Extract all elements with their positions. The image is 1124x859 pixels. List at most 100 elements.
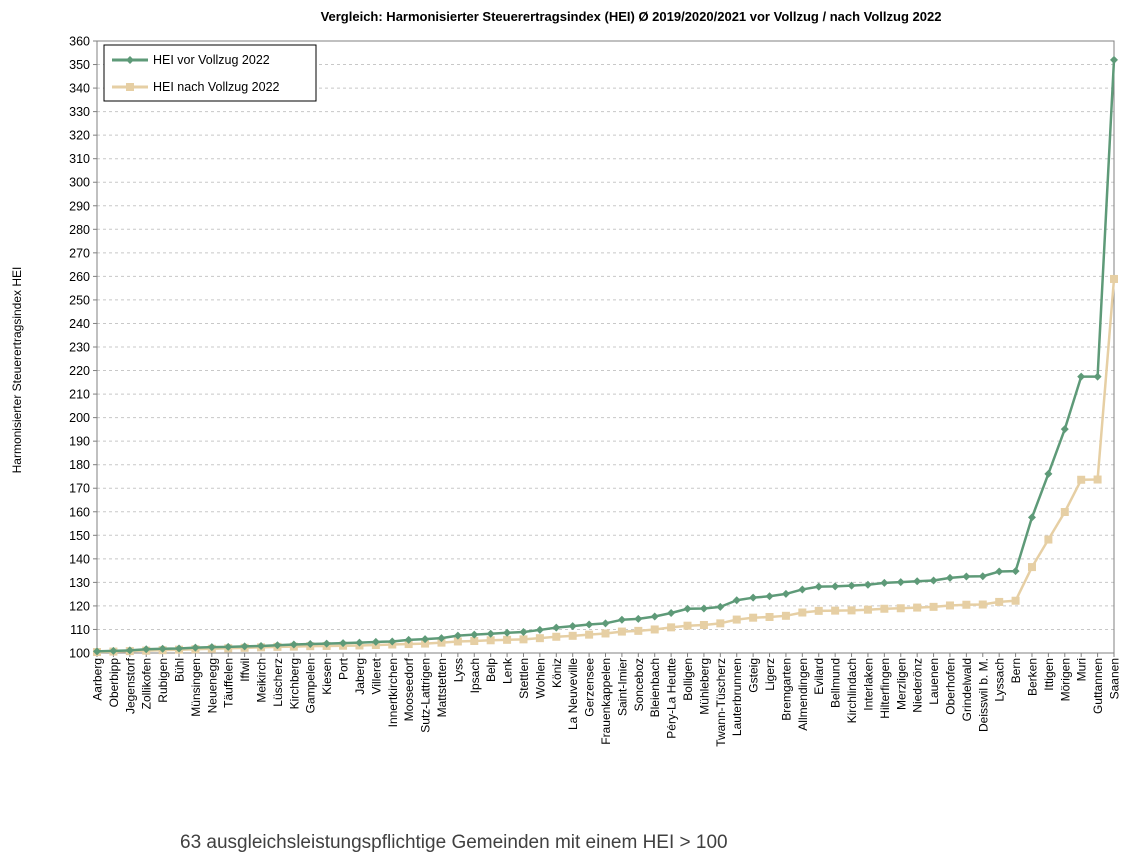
data-point [453, 637, 462, 646]
x-tick-label: Mooseedorf [402, 657, 416, 721]
data-point [503, 635, 512, 644]
x-tick-label: Saanen [1108, 658, 1122, 699]
data-point [945, 601, 954, 610]
data-point [798, 608, 807, 617]
x-tick-label: Deisswil b. M. [976, 658, 990, 732]
x-tick-label: Münsingen [189, 658, 203, 717]
data-point [1060, 508, 1069, 517]
data-point [503, 628, 512, 637]
data-point [470, 636, 479, 645]
y-tick-label: 100 [69, 647, 90, 661]
data-point [404, 635, 413, 644]
data-point [240, 642, 249, 651]
x-tick-label: Gampelen [304, 658, 318, 713]
x-tick-label: Ipsach [468, 658, 482, 693]
x-tick-label: Lauterbrunnen [730, 658, 744, 736]
data-point [847, 606, 856, 615]
data-point [453, 631, 462, 640]
data-point [1044, 535, 1053, 544]
y-tick-label: 270 [69, 246, 90, 260]
y-tick-label: 200 [69, 411, 90, 425]
data-point [749, 613, 758, 622]
data-point [601, 619, 610, 628]
data-point [667, 623, 676, 632]
x-tick-label: Twann-Tüscherz [714, 658, 728, 747]
data-point [552, 623, 561, 632]
data-point [765, 612, 774, 621]
y-tick-label: 300 [69, 176, 90, 190]
y-tick-label: 160 [69, 505, 90, 519]
chart-title: Vergleich: Harmonisierter Steuerertragsi… [320, 9, 942, 24]
data-point [552, 632, 561, 641]
data-point [1093, 372, 1102, 381]
x-tick-label: Interlaken [861, 658, 875, 711]
data-point [617, 615, 626, 624]
data-point [585, 630, 594, 639]
data-point [798, 585, 807, 594]
x-tick-label: Ligerz [763, 658, 777, 691]
legend-box [103, 44, 317, 102]
data-point [437, 634, 446, 643]
x-tick-label: Zollikofen [140, 658, 154, 709]
x-tick-label: Sonceboz [632, 658, 646, 711]
data-point [732, 615, 741, 624]
y-tick-label: 310 [69, 152, 90, 166]
data-point [699, 604, 708, 613]
data-point [995, 597, 1004, 606]
x-tick-label: Gerzensee [583, 658, 597, 717]
x-tick-label: Lauenen [927, 658, 941, 705]
y-tick-label: 220 [69, 364, 90, 378]
y-tick-label: 170 [69, 482, 90, 496]
data-point [437, 638, 446, 647]
y-tick-label: 110 [70, 623, 90, 637]
series-line [96, 278, 1116, 654]
x-tick-label: Wohlen [533, 658, 547, 698]
data-point [388, 637, 397, 646]
data-point [634, 614, 643, 623]
x-tick-label: Innertkirchen [386, 658, 400, 727]
x-axis: Aarberg Oberbipp Jegenstorf Zollikofen Rubig… [91, 653, 1122, 747]
x-tick-label: Lüscherz [271, 658, 285, 707]
data-point [929, 576, 938, 585]
x-tick-label: Merzligen [894, 658, 908, 710]
x-tick-label: Guttannen [1091, 658, 1105, 714]
data-point [535, 625, 544, 634]
data-point [765, 592, 774, 601]
x-tick-label: Sutz-Lattrigen [419, 658, 433, 733]
y-tick-label: 240 [69, 317, 90, 331]
x-tick-label: Port [337, 657, 351, 680]
data-point [716, 602, 725, 611]
data-point [732, 596, 741, 605]
data-point [486, 629, 495, 638]
y-tick-label: 290 [69, 199, 90, 213]
x-tick-label: Oberbipp [107, 658, 121, 708]
x-tick-label: Neuenegg [205, 658, 219, 713]
data-point [896, 578, 905, 587]
legend-marker-square [126, 83, 134, 91]
data-point [814, 582, 823, 591]
x-tick-label: Allmendingen [796, 658, 810, 731]
x-tick-label: La Neuveville [566, 658, 580, 730]
x-tick-label: Bremgarten [779, 658, 793, 721]
y-tick-label: 340 [69, 82, 90, 96]
data-point [1110, 274, 1118, 283]
x-tick-label: Bolligen [681, 658, 695, 701]
data-point [617, 627, 626, 636]
data-point [863, 605, 872, 614]
x-tick-label: Saint-Imier [615, 658, 629, 716]
x-tick-label: Aarberg [91, 658, 105, 701]
x-tick-label: Ittigen [1042, 658, 1056, 691]
data-point [683, 621, 692, 630]
data-point [109, 646, 118, 655]
data-point [929, 602, 938, 611]
x-tick-label: Täuffelen [222, 658, 236, 708]
data-point [683, 604, 692, 613]
x-tick-label: Belp [484, 658, 498, 682]
x-tick-label: Kiesen [320, 658, 334, 695]
y-tick-label: 250 [69, 293, 90, 307]
data-point [601, 629, 610, 638]
x-tick-label: Mattstetten [435, 658, 449, 717]
series-line [96, 59, 1116, 653]
data-point [273, 641, 282, 650]
